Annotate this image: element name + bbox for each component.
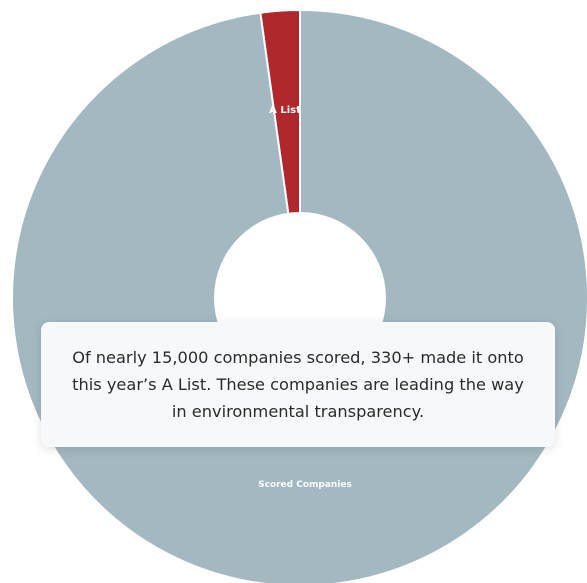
info-card: Of nearly 15,000 companies scored, 330+ … [41,322,555,447]
slice-label-a-list: A List [269,105,301,116]
slice-label-scored-companies: Scored Companies [258,480,352,490]
info-card-text: Of nearly 15,000 companies scored, 330+ … [72,348,524,421]
